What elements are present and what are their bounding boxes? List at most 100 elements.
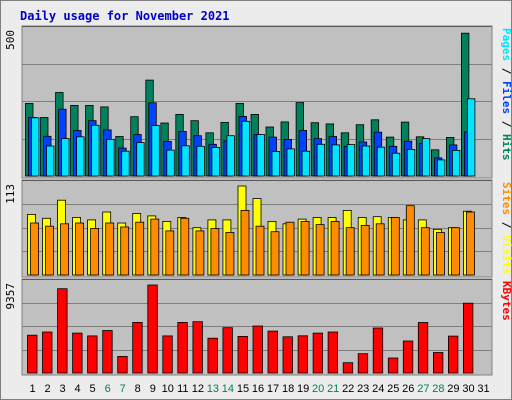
bar-pages-day-21 <box>331 144 341 177</box>
bar-pages-day-11 <box>181 145 190 177</box>
bar-pages-day-30 <box>466 98 476 177</box>
bar-pages-day-3 <box>61 138 70 177</box>
series-label-part: / <box>500 215 512 235</box>
x-tick-label-day-27: 27 <box>417 383 429 395</box>
x-tick-label-day-21: 21 <box>327 383 339 395</box>
series-label-part: / <box>500 61 512 81</box>
bar-pages-day-4 <box>76 136 85 177</box>
bar-sites-day-11 <box>180 217 190 276</box>
bar-kbytes-day-27 <box>417 322 429 374</box>
x-tick-label-day-9: 9 <box>150 383 156 395</box>
bar-kbytes-day-5 <box>87 335 98 374</box>
bar-kbytes-day-19 <box>297 335 309 374</box>
bar-pages-day-12 <box>196 145 205 177</box>
bar-kbytes-day-1 <box>27 334 38 374</box>
x-tick-label-day-4: 4 <box>75 383 81 395</box>
x-tick-label-day-29: 29 <box>447 383 459 395</box>
series-label-part: / <box>500 114 512 134</box>
bar-sites-day-23 <box>360 224 370 276</box>
x-tick-label-day-28: 28 <box>432 383 444 395</box>
bar-kbytes-day-22 <box>342 362 354 374</box>
bar-pages-day-18 <box>286 148 295 177</box>
bar-kbytes-day-18 <box>282 336 293 374</box>
bar-sites-day-4 <box>75 222 84 276</box>
bar-pages-day-27 <box>421 138 431 177</box>
bar-sites-day-16 <box>255 225 265 276</box>
bar-sites-day-12 <box>195 230 205 276</box>
x-tick-label-day-30: 30 <box>462 383 474 395</box>
x-tick-label-day-6: 6 <box>105 383 111 395</box>
bar-pages-day-15 <box>241 120 250 177</box>
y-axis-max-label: 113 <box>4 184 17 204</box>
x-tick-label-day-8: 8 <box>135 383 141 395</box>
bar-kbytes-day-9 <box>147 284 158 374</box>
series-label-part: Pages <box>500 28 512 61</box>
series-label: Sites / Visits <box>500 182 512 275</box>
x-tick-label-day-16: 16 <box>252 383 264 395</box>
bar-pages-day-6 <box>106 138 115 177</box>
bar-pages-day-20 <box>316 143 326 177</box>
x-tick-label-day-19: 19 <box>297 383 309 395</box>
x-tick-label-day-24: 24 <box>372 383 384 395</box>
bar-kbytes-day-11 <box>177 321 188 374</box>
bar-kbytes-day-3 <box>57 288 68 374</box>
bar-sites-day-10 <box>165 230 175 276</box>
bar-sites-day-28 <box>435 232 445 276</box>
bar-kbytes-day-17 <box>267 330 278 374</box>
bar-pages-day-10 <box>166 149 175 177</box>
bar-sites-day-19 <box>300 220 310 276</box>
bar-kbytes-day-15 <box>237 335 248 374</box>
x-tick-label-day-22: 22 <box>342 383 354 395</box>
bar-kbytes-day-24 <box>372 327 384 374</box>
bar-sites-day-17 <box>270 231 280 276</box>
bar-sites-day-9 <box>150 218 160 276</box>
bar-sites-day-21 <box>330 220 340 276</box>
bar-kbytes-day-12 <box>192 321 203 374</box>
bar-sites-day-6 <box>105 222 115 276</box>
x-tick-label-day-26: 26 <box>402 383 414 395</box>
bar-kbytes-day-16 <box>252 325 263 374</box>
bar-sites-day-29 <box>450 227 460 276</box>
bar-sites-day-26 <box>405 205 415 276</box>
bar-sites-day-22 <box>345 227 355 276</box>
bar-sites-day-18 <box>285 221 295 276</box>
bar-pages-day-25 <box>391 152 401 177</box>
bar-sites-day-13 <box>210 228 220 276</box>
series-label: KBytes <box>500 281 512 321</box>
x-tick-label-day-31: 31 <box>477 383 489 395</box>
bar-kbytes-day-4 <box>72 332 83 374</box>
bar-pages-day-23 <box>361 145 371 177</box>
bar-kbytes-day-29 <box>447 335 459 374</box>
bar-kbytes-day-13 <box>207 337 218 374</box>
bar-kbytes-day-14 <box>222 327 233 374</box>
bar-pages-day-7 <box>121 150 130 177</box>
bar-sites-day-15 <box>240 209 250 276</box>
bar-pages-day-22 <box>346 144 356 177</box>
x-tick-label-day-12: 12 <box>192 383 204 395</box>
bar-pages-day-19 <box>301 150 311 177</box>
bar-sites-day-20 <box>315 224 325 276</box>
x-tick-label-day-2: 2 <box>44 383 50 395</box>
chart-panel-1: 500 Pages / Files / Hits <box>4 25 512 179</box>
bar-sites-day-7 <box>120 226 130 276</box>
bar-kbytes-day-26 <box>402 340 414 374</box>
bar-pages-day-24 <box>376 146 386 177</box>
bar-sites-day-5 <box>90 228 99 276</box>
bar-pages-day-29 <box>451 149 461 177</box>
bar-sites-day-24 <box>375 223 385 276</box>
chart-panel-3: 9357 KBytes <box>4 278 512 376</box>
x-tick-label-day-13: 13 <box>207 383 219 395</box>
bar-kbytes-day-8 <box>132 321 143 374</box>
bar-sites-day-14 <box>225 232 235 276</box>
bar-sites-day-8 <box>135 221 145 276</box>
bar-kbytes-day-7 <box>117 355 128 374</box>
chart-panel-2: 113 Sites / Visits <box>4 179 512 278</box>
series-label-part: Visits <box>500 235 512 275</box>
bar-sites-day-2 <box>45 225 54 276</box>
bar-pages-day-1 <box>31 117 40 177</box>
x-tick-label-day-25: 25 <box>387 383 399 395</box>
x-tick-label-day-7: 7 <box>120 383 126 395</box>
x-tick-label-day-11: 11 <box>177 383 188 395</box>
series-label-part: Sites <box>500 182 512 215</box>
